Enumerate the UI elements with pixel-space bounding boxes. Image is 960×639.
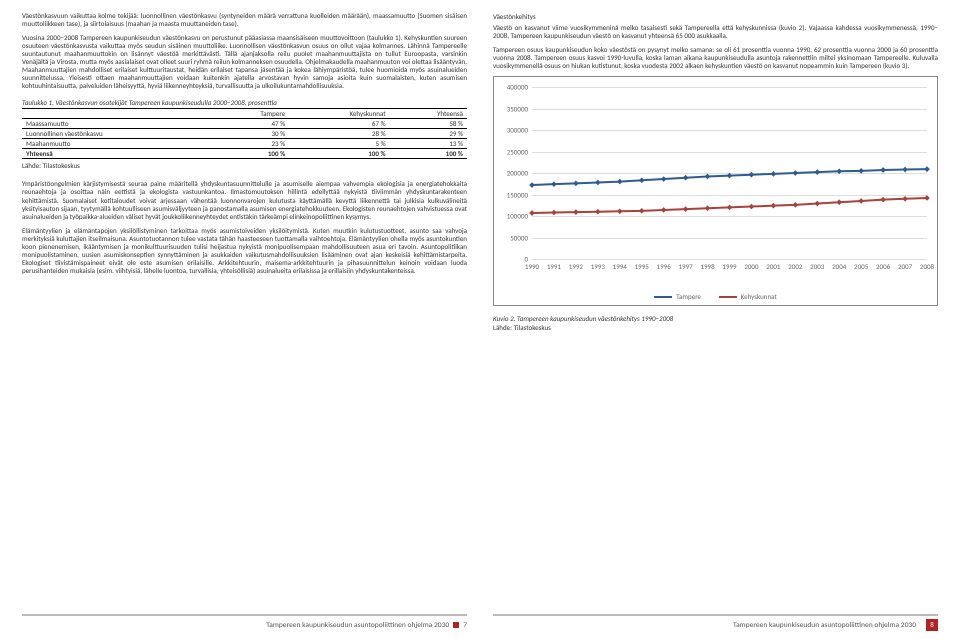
footer-left-pagenum: 7 [463, 621, 467, 630]
legend-swatch-icon [654, 296, 672, 298]
left-para-2: Vuosina 2000–2008 Tampereen kaupunkiseud… [22, 34, 467, 90]
legend-label: Kehyskunnat [741, 292, 777, 301]
right-page: Väestönkehitys Väestö on kasvanut viime … [493, 12, 938, 332]
cell: Yhteensä [22, 149, 215, 159]
right-para-2: Tampereen osuus kaupunkiseudun koko väes… [493, 46, 938, 70]
legend-label: Tampere [676, 292, 701, 301]
chart-plot-area: 0500001000001500002000002500003000003500… [532, 87, 927, 259]
cell: 29 % [390, 129, 467, 139]
cell: 5 % [289, 139, 389, 149]
growth-factors-table: Tampere Kehyskunnat Yhteensä Maassamuutt… [22, 108, 467, 159]
legend-item-tampere: Tampere [654, 292, 701, 301]
cell: 100 % [215, 149, 290, 159]
cell: 100 % [289, 149, 389, 159]
th-kehyskunnat: Kehyskunnat [289, 109, 389, 119]
th-tampere: Tampere [215, 109, 290, 119]
footer-left-title: Tampereen kaupunkiseudun asuntopoliittin… [266, 619, 467, 631]
legend-swatch-icon [719, 296, 737, 298]
cell: 58 % [390, 119, 467, 129]
th-yhteensa: Yhteensä [390, 109, 467, 119]
cell: 13 % [390, 139, 467, 149]
chart-caption: Kuvio 2. Tampereen kaupunkiseudun väestö… [493, 314, 938, 323]
footer-right-pagenum: 8 [926, 619, 938, 631]
table-source: Lähde: Tilastokeskus [22, 161, 467, 170]
right-para-1: Väestö on kasvanut viime vuosikymmeninä … [493, 24, 938, 40]
cell: Maahanmuutto [22, 139, 215, 149]
table-header-row: Tampere Kehyskunnat Yhteensä [22, 109, 467, 119]
left-page: Väestönkasvuun vaikuttaa kolme tekijää: … [22, 12, 467, 332]
cell: 28 % [289, 129, 389, 139]
spread-footer: Tampereen kaupunkiseudun asuntopoliittin… [22, 614, 938, 631]
footer-left: Tampereen kaupunkiseudun asuntopoliittin… [22, 614, 467, 631]
table-caption: Taulukko 1. Väestönkasvun osatekijät Tam… [22, 98, 467, 107]
table-row: Maahanmuutto 23 % 5 % 13 % [22, 139, 467, 149]
cell: Maassamuutto [22, 119, 215, 129]
legend-item-kehyskunnat: Kehyskunnat [719, 292, 777, 301]
table-row-total: Yhteensä 100 % 100 % 100 % [22, 149, 467, 159]
cell: 100 % [390, 149, 467, 159]
left-para-3: Ympäristöongelmien kärjistymisestä seura… [22, 180, 467, 220]
cell: 47 % [215, 119, 290, 129]
chart-legend: Tampere Kehyskunnat [494, 291, 937, 302]
left-para-1: Väestönkasvuun vaikuttaa kolme tekijää: … [22, 12, 467, 28]
cell: Luonnollinen väestönkasvu [22, 129, 215, 139]
footer-right: Tampereen kaupunkiseudun asuntopoliittin… [493, 614, 938, 631]
two-page-spread: Väestönkasvuun vaikuttaa kolme tekijää: … [0, 0, 960, 332]
table-row: Maassamuutto 47 % 67 % 58 % [22, 119, 467, 129]
table-row: Luonnollinen väestönkasvu 30 % 28 % 29 % [22, 129, 467, 139]
cell: 30 % [215, 129, 290, 139]
footer-doc-title: Tampereen kaupunkiseudun asuntopoliittin… [266, 621, 449, 630]
th-blank [22, 109, 215, 119]
chart-source: Lähde: Tilastokeskus [493, 323, 938, 332]
footer-bullet-icon [453, 622, 459, 628]
footer-right-title: Tampereen kaupunkiseudun asuntopoliittin… [733, 619, 938, 631]
footer-doc-title: Tampereen kaupunkiseudun asuntopoliittin… [733, 621, 916, 630]
right-heading: Väestönkehitys [493, 12, 938, 21]
cell: 23 % [215, 139, 290, 149]
left-para-4: Elämäntyylien ja elämäntapojen yksilölli… [22, 227, 467, 275]
cell: 67 % [289, 119, 389, 129]
population-line-chart: 0500001000001500002000002500003000003500… [493, 76, 938, 306]
